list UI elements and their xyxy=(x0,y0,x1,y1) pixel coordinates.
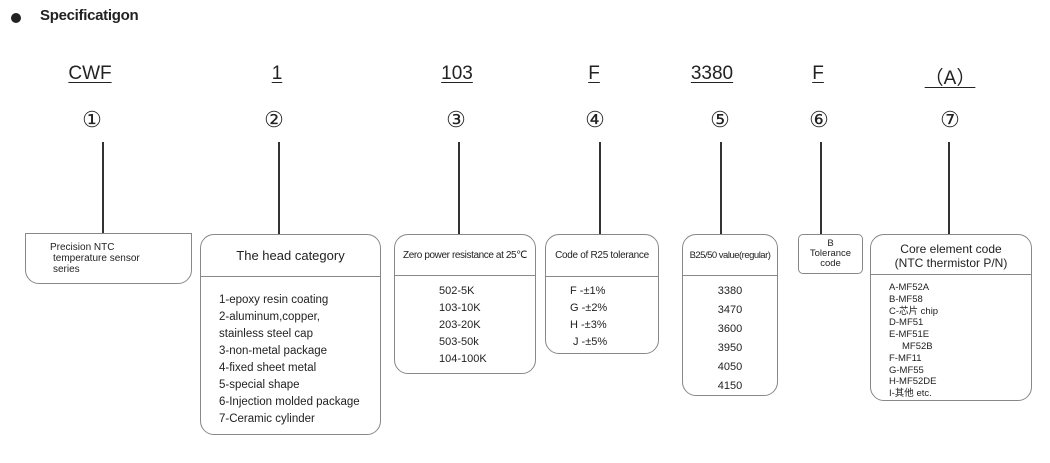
list-item: 103-10K xyxy=(439,302,481,314)
box-line: temperature sensor xyxy=(53,253,140,264)
box-header: Core element code (NTC thermistor P/N) xyxy=(871,235,1031,275)
list-item: 3-non-metal package xyxy=(219,345,328,357)
list-item: 3470 xyxy=(717,304,743,316)
core-element-box: Core element code (NTC thermistor P/N) A… xyxy=(870,234,1032,401)
box-header: B25/50 value(regular) xyxy=(683,235,777,276)
list-item: G-MF55 xyxy=(889,364,924,376)
number-1: ① xyxy=(82,107,102,132)
connector-line xyxy=(720,142,722,234)
bullet-icon xyxy=(11,13,21,23)
header-line: Core element code xyxy=(900,241,1002,256)
connector-line xyxy=(948,142,950,234)
list-item: 3380 xyxy=(717,285,743,297)
list-item: 2-aluminum,copper, xyxy=(219,311,320,323)
code-head: 1 xyxy=(271,63,283,84)
list-item: stainless steel cap xyxy=(219,328,313,340)
box-line: Precision NTC xyxy=(50,242,115,253)
bvalue-box: B25/50 value(regular) 3380 3470 3600 395… xyxy=(682,234,778,396)
list-item: F-MF11 xyxy=(889,352,922,364)
list-item: 502-5K xyxy=(439,285,475,297)
list-item: C-芯片 chip xyxy=(889,305,939,317)
list-item: E-MF51E xyxy=(889,329,930,341)
list-item: F -±1% xyxy=(570,285,606,297)
series-box: Precision NTC temperature sensor series xyxy=(25,233,192,284)
connector-line xyxy=(102,142,104,234)
box-line: B xyxy=(827,238,834,249)
connector-line xyxy=(599,142,601,234)
resistance-box: Zero power resistance at 25℃ 502-5K 103-… xyxy=(394,234,536,374)
list-item: 4150 xyxy=(717,380,743,392)
section-title: Specificatigon xyxy=(40,7,139,24)
head-category-box: The head category 1-epoxy resin coating … xyxy=(200,234,381,435)
code-resistance: 103 xyxy=(441,63,473,84)
list-item: H -±3% xyxy=(570,319,607,331)
list-item: 503-50k xyxy=(439,336,479,348)
number-4: ④ xyxy=(585,107,605,132)
list-item: J -±5% xyxy=(573,336,608,348)
list-item: 3950 xyxy=(717,342,743,354)
connector-line xyxy=(278,142,280,234)
list-item: 4-fixed sheet metal xyxy=(219,362,317,374)
code-core: （A） xyxy=(924,68,976,89)
box-header: Zero power resistance at 25℃ xyxy=(395,235,535,276)
box-line: series xyxy=(53,264,80,275)
list-item: G -±2% xyxy=(570,302,608,314)
number-7: ⑦ xyxy=(940,107,960,132)
box-line: code xyxy=(820,258,841,269)
list-item: MF52B xyxy=(902,340,933,352)
code-bvalue: 3380 xyxy=(690,63,734,84)
box-header: Code of R25 tolerance xyxy=(546,235,658,277)
code-series: CWF xyxy=(68,63,112,84)
connector-line xyxy=(458,142,460,234)
tolerance-box: Code of R25 tolerance F -±1% G -±2% H -±… xyxy=(545,234,659,354)
number-2: ② xyxy=(264,107,284,132)
connector-line xyxy=(820,142,822,234)
code-tolerance: F xyxy=(588,63,600,84)
b-tolerance-box: B Tolerance code xyxy=(798,234,863,274)
list-item: 6-Injection molded package xyxy=(219,396,360,408)
list-item: A-MF52A xyxy=(889,282,930,293)
header-line: (NTC thermistor P/N) xyxy=(894,255,1008,270)
list-item: 4050 xyxy=(717,361,743,373)
box-line: Tolerance xyxy=(809,248,852,259)
list-item: 1-epoxy resin coating xyxy=(219,294,329,306)
number-3: ③ xyxy=(446,107,466,132)
list-item: 104-100K xyxy=(439,353,487,365)
list-item: B-MF58 xyxy=(889,293,923,305)
number-5: ⑤ xyxy=(710,107,730,132)
list-item: H-MF52DE xyxy=(889,376,937,388)
number-6: ⑥ xyxy=(809,107,829,132)
list-item: 3600 xyxy=(717,323,743,335)
list-item: 5-special shape xyxy=(219,379,300,391)
list-item: 7-Ceramic cylinder xyxy=(219,413,315,425)
list-item: I-其他 etc. xyxy=(889,388,932,400)
list-item: D-MF51 xyxy=(889,317,924,329)
list-item: 203-20K xyxy=(439,319,481,331)
box-header: The head category xyxy=(201,235,380,277)
code-b-tolerance: F xyxy=(812,63,824,84)
